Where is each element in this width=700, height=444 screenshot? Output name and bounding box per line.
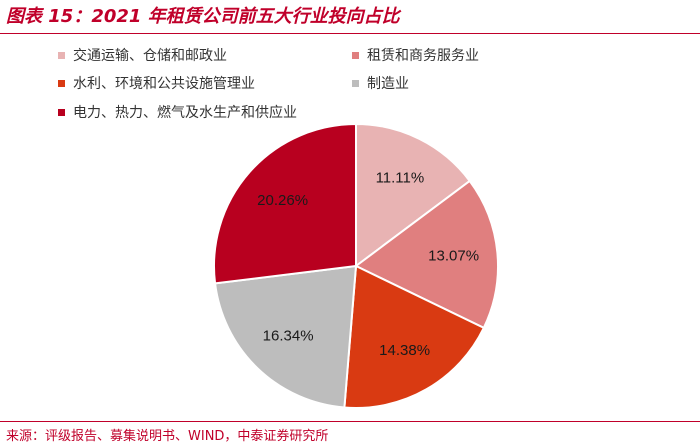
data-label-transport: 11.11% xyxy=(376,169,425,186)
pie-slice-water-environment xyxy=(343,264,486,409)
legend-swatch-leasing xyxy=(352,51,359,59)
data-label-leasing: 13.07% xyxy=(428,248,479,265)
data-label-water-environment: 14.38% xyxy=(379,342,430,359)
legend-swatch-manufacturing xyxy=(352,79,359,87)
legend-item-utilities: 电力、热力、燃气及水生产和供应业 xyxy=(58,102,297,124)
legend-item-manufacturing: 制造业 xyxy=(352,73,409,95)
pie-slice-utilities xyxy=(213,122,357,285)
pie-slice-transport xyxy=(355,122,472,268)
pie-labels: 11.11% 13.07% 14.38% 16.34% 20.26% xyxy=(257,169,479,359)
chart-title: 图表 15：2021 年租赁公司前五大行业投向占比 xyxy=(6,6,400,27)
source-divider xyxy=(0,421,700,422)
source-note: 来源：评级报告、募集说明书、WIND，中泰证券研究所 xyxy=(6,429,329,444)
pie-slice-leasing xyxy=(354,179,499,330)
legend-item-water-environment: 水利、环境和公共设施管理业 xyxy=(58,73,255,95)
legend-label-transport: 交通运输、仓储和邮政业 xyxy=(73,48,227,64)
legend-label-leasing: 租赁和商务服务业 xyxy=(367,48,479,64)
legend-swatch-water-environment xyxy=(58,79,65,87)
pie-slice-manufacturing xyxy=(213,264,358,409)
pie-slices xyxy=(213,122,499,409)
legend-swatch-transport xyxy=(58,51,65,59)
legend-item-leasing: 租赁和商务服务业 xyxy=(352,45,479,67)
title-divider xyxy=(0,33,700,34)
legend-item-transport: 交通运输、仓储和邮政业 xyxy=(58,45,227,67)
legend-label-manufacturing: 制造业 xyxy=(367,76,409,92)
data-label-utilities: 20.26% xyxy=(257,192,308,209)
data-label-manufacturing: 16.34% xyxy=(263,328,314,345)
legend-label-water-environment: 水利、环境和公共设施管理业 xyxy=(73,76,255,92)
legend-swatch-utilities xyxy=(58,108,65,116)
legend-label-utilities: 电力、热力、燃气及水生产和供应业 xyxy=(73,105,297,121)
